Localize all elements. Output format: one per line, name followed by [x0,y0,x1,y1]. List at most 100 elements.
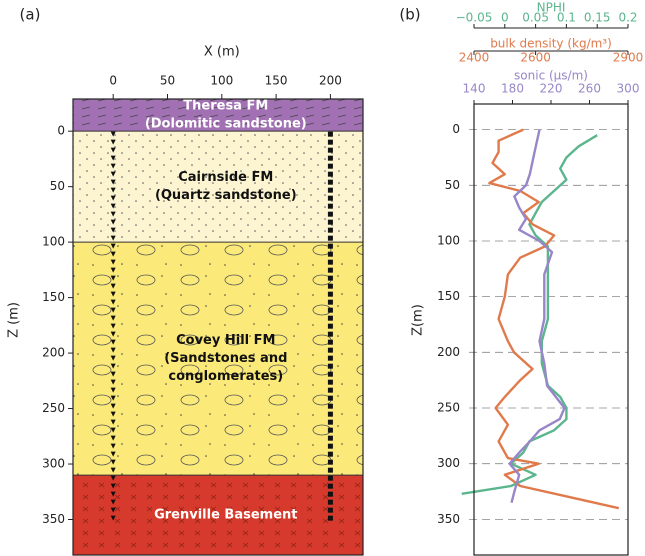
borehole-marker [110,235,116,241]
x-tick-label: 100 [210,74,233,88]
borehole-marker [327,227,333,233]
borehole-marker [110,427,116,433]
layer-label: Covey Hill FM [176,333,275,348]
borehole-marker [327,259,333,265]
borehole-marker [110,275,116,281]
x-tick-label: 300 [617,82,640,96]
borehole-marker [110,179,116,185]
borehole-marker [110,515,116,521]
x-tick-label: 260 [578,82,601,96]
log-curve [488,128,620,510]
x-tick-label: 140 [463,82,486,96]
borehole-marker [110,403,116,409]
log-curve [508,129,566,504]
x-tick-label: 200 [319,74,342,88]
borehole-marker [327,251,333,257]
borehole-marker [110,187,116,193]
borehole-marker [110,435,116,441]
layer-label: conglomerates) [168,369,283,384]
borehole-marker [110,147,116,153]
y-tick-label: 200 [42,346,65,360]
borehole [327,131,333,521]
borehole-marker [110,339,116,345]
x-tick-label: 50 [160,74,175,88]
borehole-marker [110,227,116,233]
y-tick-label: 100 [437,233,460,247]
frame [72,98,364,556]
panel-b: (b) Z(m) 0 50 100 150 200 250 300 350 NPHI −0.05 0 0.… [399,1,643,556]
borehole-marker [327,195,333,201]
borehole-marker [327,387,333,393]
borehole-marker [327,163,333,169]
borehole-marker [110,411,116,417]
borehole-marker [327,347,333,353]
borehole-marker [327,475,333,481]
axis-title: NPHI [537,1,566,15]
layer-texture [73,242,363,476]
y-tick-label: 250 [42,401,65,415]
borehole-marker [327,427,333,433]
borehole-marker [110,491,116,497]
y-tick-label: 300 [42,457,65,471]
borehole-marker [110,507,116,513]
layer-texture [73,99,363,132]
borehole-marker [327,171,333,177]
layer-label: Theresa FM [183,99,268,114]
borehole-marker [327,363,333,369]
borehole-marker [110,475,116,481]
layer-label: (Dolomitic sandstone) [145,117,307,132]
borehole-marker [327,443,333,449]
borehole-marker [110,499,116,505]
layer-texture [73,475,363,555]
borehole-marker [327,355,333,361]
frame [473,103,629,556]
borehole-marker [110,459,116,465]
y-tick-label: 200 [437,345,460,359]
borehole-marker [327,403,333,409]
x-tick-label: −0.05 [456,11,493,25]
borehole-marker [327,187,333,193]
borehole-marker [327,267,333,273]
borehole-marker [110,371,116,377]
borehole [110,131,116,521]
borehole-marker [327,211,333,217]
y-tick-label: 50 [445,178,460,192]
borehole-marker [110,363,116,369]
borehole-marker [327,275,333,281]
borehole-marker [110,171,116,177]
borehole-marker [327,131,333,137]
y-axis-label: Z(m) [411,304,426,336]
borehole-marker [110,163,116,169]
layer-label: Grenville Basement [154,508,297,523]
borehole-marker [327,451,333,457]
borehole-marker [110,219,116,225]
borehole-marker [110,355,116,361]
borehole-marker [327,499,333,505]
borehole-marker [327,435,333,441]
x-tick-label: 220 [540,82,563,96]
borehole-marker [110,467,116,473]
borehole-marker [110,155,116,161]
borehole-marker [110,243,116,249]
borehole-marker [110,307,116,313]
borehole-marker [110,299,116,305]
borehole-marker [327,291,333,297]
borehole-marker [327,219,333,225]
borehole-marker [327,307,333,313]
y-tick-label: 250 [437,401,460,415]
borehole-marker [327,179,333,185]
axis-title: sonic (µs/m) [514,69,588,83]
x-tick-label: 0 [109,74,117,88]
y-axis-label: Z (m) [7,302,22,338]
borehole-marker [110,131,116,137]
panel-a: (a) X (m) Z (m) Theresa FM (Dolomitic sandst… [7,6,364,556]
panel-label: (a) [20,6,41,24]
x-tick-label: 2900 [613,51,644,65]
y-tick-label: 50 [50,179,65,193]
borehole-marker [327,243,333,249]
layer-label: (Sandstones and [164,351,287,366]
borehole-marker [110,267,116,273]
x-axis-label: X (m) [204,45,240,60]
y-tick-label: 150 [42,290,65,304]
